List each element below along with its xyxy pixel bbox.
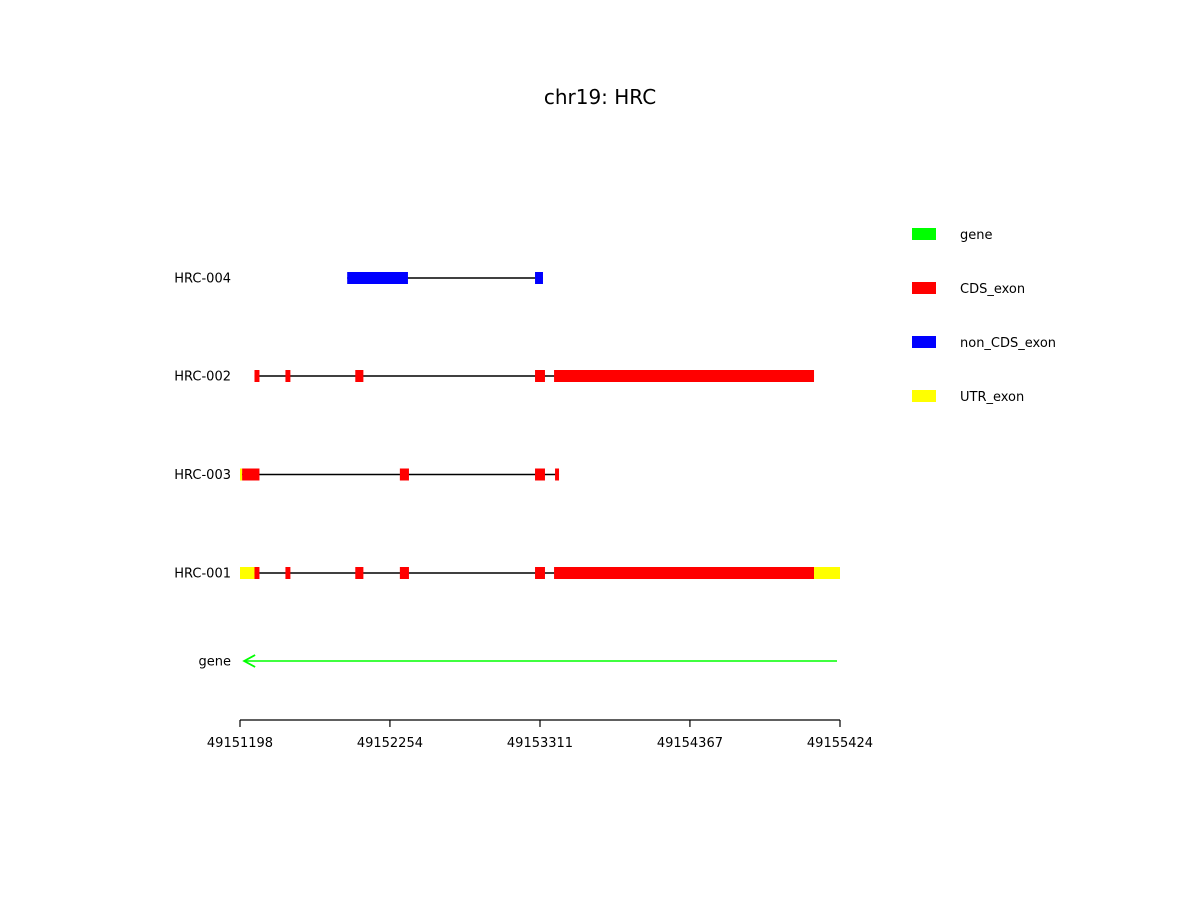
cds-exon — [535, 468, 545, 481]
x-tick-label: 49155424 — [807, 736, 873, 751]
transcript-label: HRC-002 — [174, 370, 231, 385]
utr-exon — [814, 567, 840, 579]
x-tick-label: 49151198 — [207, 736, 273, 751]
transcript-hrc-003: HRC-003 — [174, 468, 560, 483]
legend-swatch — [912, 336, 936, 348]
cds-exon — [355, 567, 364, 579]
transcript-tracks: HRC-004 HRC-002 HRC-003 HRC-001 — [174, 272, 840, 582]
legend-label: gene — [960, 228, 993, 243]
transcript-hrc-001: HRC-001 — [174, 567, 840, 582]
cds-exon — [554, 370, 815, 382]
cds-exon — [254, 370, 260, 382]
cds-exon — [285, 567, 291, 579]
x-tick-label: 49152254 — [357, 736, 423, 751]
cds-exon — [535, 567, 545, 579]
chart-title: chr19: HRC — [544, 85, 656, 109]
legend-swatch — [912, 390, 936, 402]
non-cds-exon — [347, 272, 408, 284]
cds-exon — [399, 567, 409, 579]
legend-swatch — [912, 282, 936, 294]
legend-swatch — [912, 228, 936, 240]
x-tick-label: 49154367 — [657, 736, 723, 751]
gene-arrowhead — [242, 654, 256, 668]
cds-exon — [535, 370, 545, 382]
non-cds-exon — [535, 272, 543, 284]
cds-exon — [554, 567, 815, 579]
cds-exon — [555, 468, 560, 481]
cds-exon — [399, 468, 409, 481]
x-axis: 49151198 49152254 49153311 49154367 49155424 — [207, 719, 873, 751]
transcript-label: HRC-001 — [174, 567, 231, 582]
x-tick-label: 49153311 — [507, 736, 573, 751]
utr-exon — [240, 468, 243, 481]
transcript-label: HRC-004 — [174, 272, 231, 287]
legend-label: UTR_exon — [960, 390, 1024, 405]
legend: gene CDS_exon non_CDS_exon UTR_exon — [912, 228, 1056, 405]
transcript-label: HRC-003 — [174, 468, 231, 483]
legend-item-utr-exon: UTR_exon — [912, 390, 1024, 405]
transcript-hrc-002: HRC-002 — [174, 370, 815, 385]
legend-label: CDS_exon — [960, 282, 1025, 297]
utr-exon — [240, 567, 255, 579]
transcript-hrc-004: HRC-004 — [174, 272, 543, 287]
legend-label: non_CDS_exon — [960, 336, 1056, 351]
legend-item-gene: gene — [912, 228, 993, 243]
legend-item-non-cds-exon: non_CDS_exon — [912, 336, 1056, 351]
cds-exon — [242, 468, 260, 481]
legend-item-cds-exon: CDS_exon — [912, 282, 1025, 297]
gene-track: gene — [199, 654, 838, 670]
cds-exon — [285, 370, 291, 382]
cds-exon — [254, 567, 260, 579]
gene-label: gene — [199, 655, 232, 670]
cds-exon — [355, 370, 364, 382]
